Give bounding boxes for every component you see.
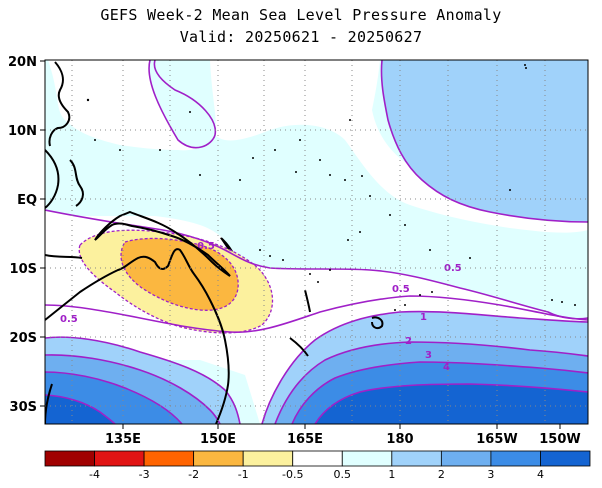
axis-ticks xyxy=(40,60,561,429)
contour-0-5-equatorial xyxy=(45,209,588,320)
colorbar-swatch xyxy=(341,450,393,467)
sulawesi-coastline xyxy=(69,159,84,207)
contour-2-southwest xyxy=(45,354,221,424)
lat-label-30s: 30S xyxy=(10,400,37,415)
colorbar-label: 2 xyxy=(438,468,445,481)
anomaly-region-4-southeast xyxy=(315,384,588,424)
contour-neg-1-inner xyxy=(120,237,239,311)
colorbar-swatch xyxy=(242,450,294,467)
map-grid xyxy=(45,60,588,424)
contour-1-southeast xyxy=(261,310,588,424)
colorbar-label: 3 xyxy=(487,468,494,481)
colorbar-label: -4 xyxy=(89,468,100,481)
contour-label-4: 4 xyxy=(443,362,450,373)
contour-label-west: 0.5 xyxy=(60,314,78,325)
colorbar-swatch xyxy=(490,450,541,467)
colorbar: -4 -3 -2 -1 -0.5 0.5 1 2 3 4 xyxy=(44,450,591,481)
colorbar-label: 1 xyxy=(388,468,395,481)
new-zealand-coastline xyxy=(289,337,309,357)
lon-label-150e: 150E xyxy=(200,432,236,447)
borneo-coastline xyxy=(45,149,60,209)
colorbar-swatch xyxy=(292,450,343,467)
indonesia-south-coastline xyxy=(45,254,83,259)
contour-lines xyxy=(45,60,588,424)
colorbar-label: -2 xyxy=(188,468,199,481)
contour-label-1: 1 xyxy=(420,312,427,323)
colorbar-label: 4 xyxy=(537,468,544,481)
neutral-region-north xyxy=(45,60,216,148)
contour-label-3: 3 xyxy=(425,350,432,361)
australia-coastline xyxy=(45,248,230,424)
colorbar-swatch xyxy=(440,450,492,467)
map-title: GEFS Week-2 Mean Sea Level Pressure Anom… xyxy=(100,6,502,24)
colorbar-swatch xyxy=(143,450,195,467)
contour-label-mid: 0.5 xyxy=(392,284,410,295)
lat-label-10s: 10S xyxy=(10,262,37,277)
colorbar-label: 0.5 xyxy=(334,468,352,481)
island-dots xyxy=(86,64,576,311)
lon-label-150w: 150W xyxy=(539,432,580,447)
contour-4-southeast xyxy=(314,383,588,424)
colorbar-swatch xyxy=(44,450,95,467)
coastlines xyxy=(45,61,384,424)
contour-0-5-north xyxy=(148,60,217,149)
colorbar-label: -1 xyxy=(238,468,249,481)
anomaly-region-4-southwest xyxy=(45,395,115,424)
lon-label-165w: 165W xyxy=(476,432,517,447)
contour-2-southeast xyxy=(274,341,588,424)
contour-label-2: 2 xyxy=(405,336,412,347)
lat-label-10n: 10N xyxy=(8,124,37,139)
contour-neg-0-5-outer xyxy=(78,229,274,334)
colorbar-swatch xyxy=(391,450,442,467)
contour-4-southwest xyxy=(45,394,116,424)
neutral-region-center xyxy=(210,60,588,233)
lat-label-20s: 20S xyxy=(10,331,37,346)
vanuatu-coastline xyxy=(304,289,311,313)
negative-contour-lines xyxy=(78,229,274,334)
contour-3-southwest xyxy=(45,371,183,424)
contour-0-5-south xyxy=(45,295,588,333)
lat-label-eq: EQ xyxy=(17,193,37,208)
new-guinea-coastline xyxy=(94,210,231,277)
colorbar-swatch xyxy=(540,450,591,467)
contour-label-neg: -0.5 xyxy=(193,241,215,252)
map-field: -0.5 0.5 0.5 0.5 1 2 3 4 xyxy=(45,60,588,424)
map-frame xyxy=(44,59,589,425)
colorbar-swatch xyxy=(193,450,244,467)
lon-label-165e: 165E xyxy=(287,432,323,447)
colorbar-label: -3 xyxy=(139,468,150,481)
anomaly-region-1-northeast xyxy=(381,60,588,222)
lat-label-20n: 20N xyxy=(8,55,37,70)
map-subtitle: Valid: 20250621 - 20250627 xyxy=(179,28,423,46)
philippines-coastline xyxy=(48,61,71,147)
lon-label-180: 180 xyxy=(386,432,413,447)
contour-1-south xyxy=(45,336,241,424)
contour-3-southeast xyxy=(291,361,588,424)
colorbar-label: -0.5 xyxy=(282,468,303,481)
colorbar-swatch xyxy=(94,450,145,467)
contour-1-northeast xyxy=(380,60,588,223)
lon-label-135e: 135E xyxy=(105,432,141,447)
contour-label-east: 0.5 xyxy=(444,263,462,274)
fiji-coastline xyxy=(371,316,384,330)
